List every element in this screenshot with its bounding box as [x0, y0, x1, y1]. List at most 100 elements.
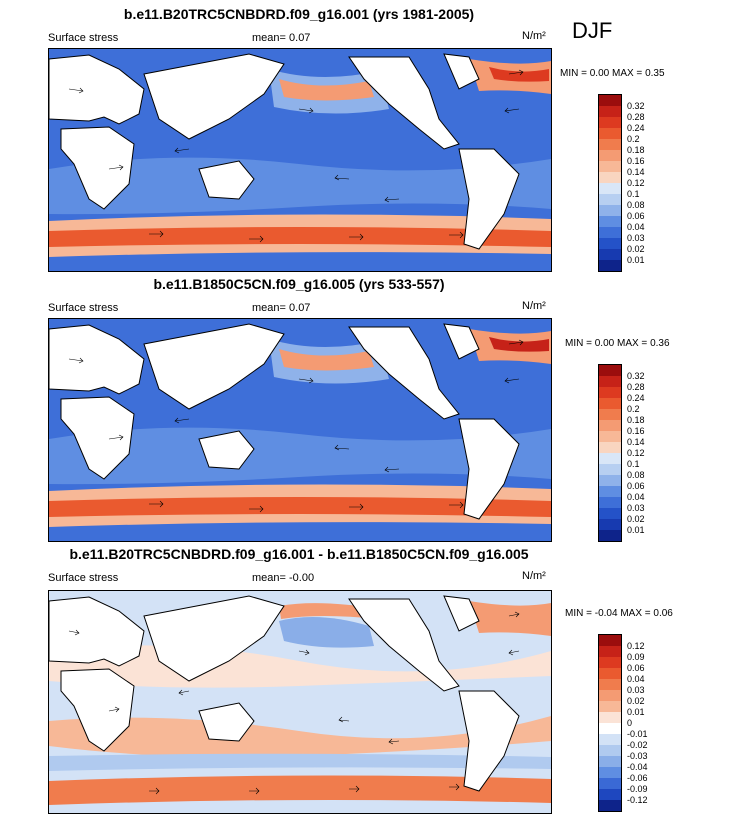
colorbar-label: 0.16	[627, 426, 645, 436]
colorbar-label: 0.03	[627, 503, 645, 513]
colorbar-swatch	[599, 519, 621, 530]
colorbar-label: 0.03	[627, 233, 645, 243]
colorbar-label: 0.08	[627, 200, 645, 210]
colorbar-swatch	[599, 106, 621, 117]
panel-1-variable: Surface stress	[48, 32, 119, 44]
colorbar-swatch	[599, 778, 621, 789]
colorbar-swatch	[599, 139, 621, 150]
colorbar-swatch	[599, 216, 621, 227]
colorbar-label: 0.14	[627, 437, 645, 447]
colorbar-swatch	[599, 668, 621, 679]
colorbar-label: 0.12	[627, 448, 645, 458]
colorbar-label: -0.01	[627, 729, 648, 739]
colorbar-swatch	[599, 183, 621, 194]
colorbar-label: 0.14	[627, 167, 645, 177]
panel-2-min-label: MIN =	[565, 338, 592, 349]
colorbar-label: 0.02	[627, 514, 645, 524]
colorbar-label: 0.18	[627, 415, 645, 425]
colorbar-swatch	[599, 227, 621, 238]
colorbar-label: 0.01	[627, 707, 645, 717]
panel-3-max-value: 0.06	[653, 608, 673, 619]
colorbar-swatch	[599, 497, 621, 508]
colorbar-label: 0.03	[627, 685, 645, 695]
colorbar-swatch	[599, 475, 621, 486]
colorbar-swatch	[599, 486, 621, 497]
panel-2-title: b.e11.B1850C5CN.f09_g16.005 (yrs 533-557…	[153, 276, 445, 292]
colorbar-label: 0.12	[627, 641, 645, 651]
colorbar-label: 0.06	[627, 663, 645, 673]
colorbar-swatch	[599, 376, 621, 387]
colorbar-label: 0.24	[627, 393, 645, 403]
panel-3-mean-value: -0.00	[289, 572, 315, 584]
colorbar-label: 0.2	[627, 404, 640, 414]
panel-3-max-label: MAX =	[620, 608, 651, 619]
panel-3-units: N/m²	[522, 570, 546, 582]
colorbar-label: 0.1	[627, 189, 640, 199]
panel-1-min-value: 0.00	[589, 68, 610, 79]
panel-2-colorbar	[598, 364, 622, 542]
colorbar-label: 0.01	[627, 525, 645, 535]
colorbar-label: 0.02	[627, 244, 645, 254]
colorbar-label: 0.04	[627, 492, 645, 502]
colorbar-label: -0.04	[627, 762, 648, 772]
colorbar-swatch	[599, 734, 621, 745]
panel-2-map	[48, 318, 552, 542]
colorbar-swatch	[599, 365, 621, 376]
colorbar-label: 0.01	[627, 255, 645, 265]
colorbar-label: 0.28	[627, 112, 645, 122]
panel-2-max-label: MAX =	[616, 338, 648, 349]
panel-2-units: N/m²	[522, 300, 546, 312]
panel-2-mean-label: mean=	[252, 302, 286, 314]
colorbar-swatch	[599, 789, 621, 800]
panel-3-map	[48, 590, 552, 814]
colorbar-label: 0.32	[627, 371, 645, 381]
colorbar-swatch	[599, 701, 621, 712]
panel-3-mean-label: mean=	[252, 572, 286, 584]
colorbar-swatch	[599, 398, 621, 409]
panel-1-title: b.e11.B20TRC5CNBDRD.f09_g16.001 (yrs 198…	[123, 6, 475, 22]
colorbar-swatch	[599, 409, 621, 420]
panel-3-variable: Surface stress	[48, 572, 119, 584]
panel-1-min-label: MIN =	[560, 68, 587, 79]
colorbar-swatch	[599, 95, 621, 106]
colorbar-swatch	[599, 238, 621, 249]
panel-1-mean-label: mean=	[252, 32, 286, 44]
panel-1-colorbar	[598, 94, 622, 272]
colorbar-swatch	[599, 723, 621, 734]
colorbar-label: 0.24	[627, 123, 645, 133]
colorbar-label: 0.04	[627, 674, 645, 684]
colorbar-swatch	[599, 635, 621, 646]
colorbar-label: -0.12	[627, 795, 648, 805]
colorbar-swatch	[599, 205, 621, 216]
panel-1-units: N/m²	[522, 30, 546, 42]
panel-3-colorbar	[598, 634, 622, 812]
panel-3-min-value: -0.04	[594, 608, 618, 619]
colorbar-label: -0.06	[627, 773, 648, 783]
colorbar-label: 0.09	[627, 652, 645, 662]
colorbar-swatch	[599, 117, 621, 128]
colorbar-swatch	[599, 150, 621, 161]
colorbar-swatch	[599, 767, 621, 778]
colorbar-swatch	[599, 756, 621, 767]
panel-1-map	[48, 48, 552, 272]
colorbar-swatch	[599, 387, 621, 398]
colorbar-swatch	[599, 453, 621, 464]
colorbar-swatch	[599, 194, 621, 205]
colorbar-swatch	[599, 745, 621, 756]
colorbar-swatch	[599, 712, 621, 723]
colorbar-label: 0.32	[627, 101, 645, 111]
colorbar-swatch	[599, 464, 621, 475]
colorbar-swatch	[599, 442, 621, 453]
colorbar-label: 0.18	[627, 145, 645, 155]
colorbar-swatch	[599, 260, 621, 271]
panel-1-max-label: MAX =	[611, 68, 643, 79]
colorbar-swatch	[599, 172, 621, 183]
season-label: DJF	[572, 18, 613, 43]
colorbar-label: 0.04	[627, 222, 645, 232]
colorbar-label: 0	[627, 718, 633, 728]
colorbar-swatch	[599, 161, 621, 172]
colorbar-swatch	[599, 657, 621, 668]
colorbar-swatch	[599, 530, 621, 541]
colorbar-swatch	[599, 800, 621, 811]
colorbar-label: 0.16	[627, 156, 645, 166]
